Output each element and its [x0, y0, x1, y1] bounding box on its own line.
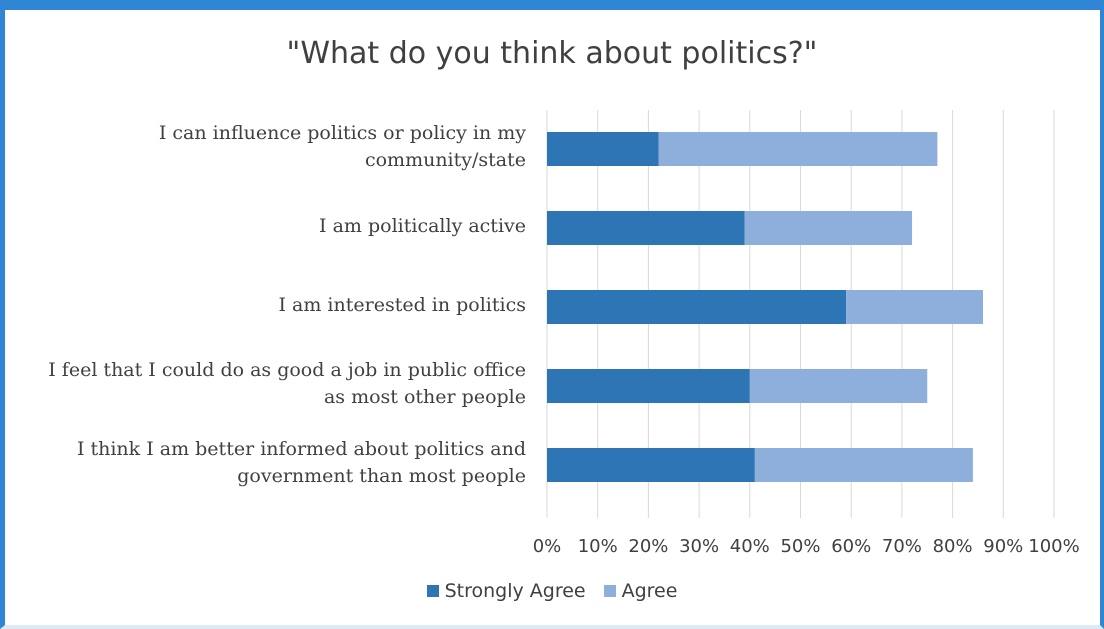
x-tick-label: 80% — [933, 536, 973, 557]
legend-label: Agree — [621, 580, 678, 602]
bar-agree — [658, 132, 938, 166]
x-tick-label: 30% — [679, 536, 719, 557]
x-tick-label: 20% — [628, 536, 668, 557]
x-tick-label: 60% — [831, 536, 871, 557]
legend-swatch — [426, 585, 439, 597]
category-label: I think I am better informed about polit… — [77, 436, 526, 490]
x-tick-label: 90% — [983, 536, 1023, 557]
category-label-line: community/state — [364, 149, 526, 171]
category-label: I am interested in politics — [279, 292, 527, 319]
x-tick-label: 70% — [882, 536, 922, 557]
x-tick-label: 40% — [730, 536, 770, 557]
x-tick-label: 50% — [780, 536, 820, 557]
legend-label: Strongly Agree — [444, 580, 586, 602]
bar-agree — [754, 448, 973, 482]
category-label: I feel that I could do as good a job in … — [48, 357, 526, 411]
category-label: I can influence politics or policy in my… — [159, 120, 526, 174]
bar-agree — [749, 369, 928, 403]
bar-strongly-agree — [547, 448, 755, 482]
category-label-line: I am politically active — [319, 214, 526, 237]
category-label-line: I feel that I could do as good a job in … — [48, 359, 526, 381]
x-tick-label: 10% — [578, 536, 618, 557]
legend: Strongly Agree Agree — [0, 580, 1104, 602]
bar-strongly-agree — [547, 369, 750, 403]
bar-strongly-agree — [547, 290, 847, 324]
category-label-line: I can influence politics or policy in my — [158, 122, 526, 144]
chart-title: "What do you think about politics?" — [286, 36, 818, 71]
bar-agree — [846, 290, 984, 324]
bar-agree — [744, 211, 913, 245]
category-label: I am politically active — [319, 213, 526, 240]
x-tick-label: 100% — [1028, 536, 1079, 557]
legend-item: Strongly Agree — [426, 580, 586, 602]
bar-strongly-agree — [547, 211, 745, 245]
legend-item: Agree — [603, 580, 678, 602]
bar-strongly-agree — [547, 132, 659, 166]
x-tick-label: 0% — [533, 536, 562, 557]
legend-swatch — [603, 585, 616, 597]
category-label-line: as most other people — [323, 386, 526, 408]
category-label-line: government than most people — [237, 465, 526, 487]
category-label-line: I think I am better informed about polit… — [76, 438, 526, 460]
category-label-line: I am interested in politics — [278, 293, 527, 316]
